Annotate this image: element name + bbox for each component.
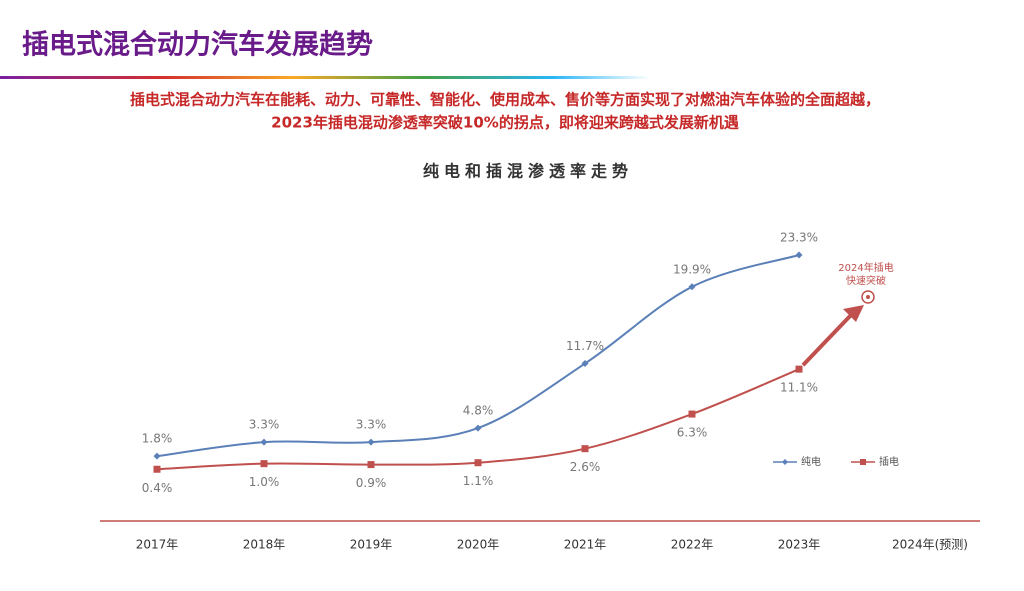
data-label: 1.0% <box>249 475 280 489</box>
data-label: 1.8% <box>142 432 173 446</box>
data-label: 2.6% <box>570 460 601 474</box>
annotation-arrow <box>801 312 854 367</box>
annotation: 2024年插电 <box>838 261 893 274</box>
x-tick-label: 2022年 <box>671 538 714 552</box>
point <box>260 438 268 446</box>
point <box>260 460 268 468</box>
annotation: 快速突破 <box>846 274 886 287</box>
subtitle-line: 插电式混合动力汽车在能耗、动力、可靠性、智能化、使用成本、售价等方面实现了对燃油… <box>130 91 880 109</box>
data-label: 11.7% <box>566 339 604 353</box>
subtitle-line: 2023年插电混动渗透率突破10%的拐点，即将迎来跨越式发展新机遇 <box>271 114 739 132</box>
x-tick-label: 2019年 <box>350 538 393 552</box>
legend-label: 纯电 <box>801 455 821 468</box>
x-tick-label: 2021年 <box>564 538 607 552</box>
point <box>474 459 482 467</box>
point <box>795 365 803 373</box>
data-label: 1.1% <box>463 474 494 488</box>
point <box>367 438 375 446</box>
legend-marker <box>782 459 788 465</box>
legend-label: 插电 <box>879 455 899 468</box>
point <box>688 410 696 418</box>
point <box>153 465 161 473</box>
x-tick-label: 2023年 <box>778 538 821 552</box>
point <box>153 452 161 460</box>
data-label: 4.8% <box>463 404 494 418</box>
data-label: 3.3% <box>356 418 387 432</box>
point <box>581 360 589 368</box>
legend-marker <box>860 459 866 465</box>
data-label: 0.9% <box>356 476 387 490</box>
point <box>688 283 696 291</box>
chart-title: 纯电和插混渗透率走势 <box>423 162 633 181</box>
arrow-head <box>843 305 864 322</box>
data-label: 23.3% <box>780 231 818 245</box>
data-label: 11.1% <box>780 381 818 395</box>
x-tick-label: 2017年 <box>136 538 179 552</box>
x-tick-label: 2024年(预测) <box>892 538 968 552</box>
point <box>474 424 482 432</box>
target-dot <box>866 295 870 299</box>
x-tick-label: 2020年 <box>457 538 500 552</box>
data-label: 19.9% <box>673 262 711 276</box>
x-tick-label: 2018年 <box>243 538 286 552</box>
data-label: 0.4% <box>142 481 173 495</box>
data-label: 6.3% <box>677 426 708 440</box>
title-underline <box>0 76 650 79</box>
slide-title: 插电式混合动力汽车发展趋势 <box>22 29 373 61</box>
point <box>367 461 375 469</box>
data-label: 3.3% <box>249 418 280 432</box>
point <box>795 251 803 259</box>
point <box>581 445 589 453</box>
